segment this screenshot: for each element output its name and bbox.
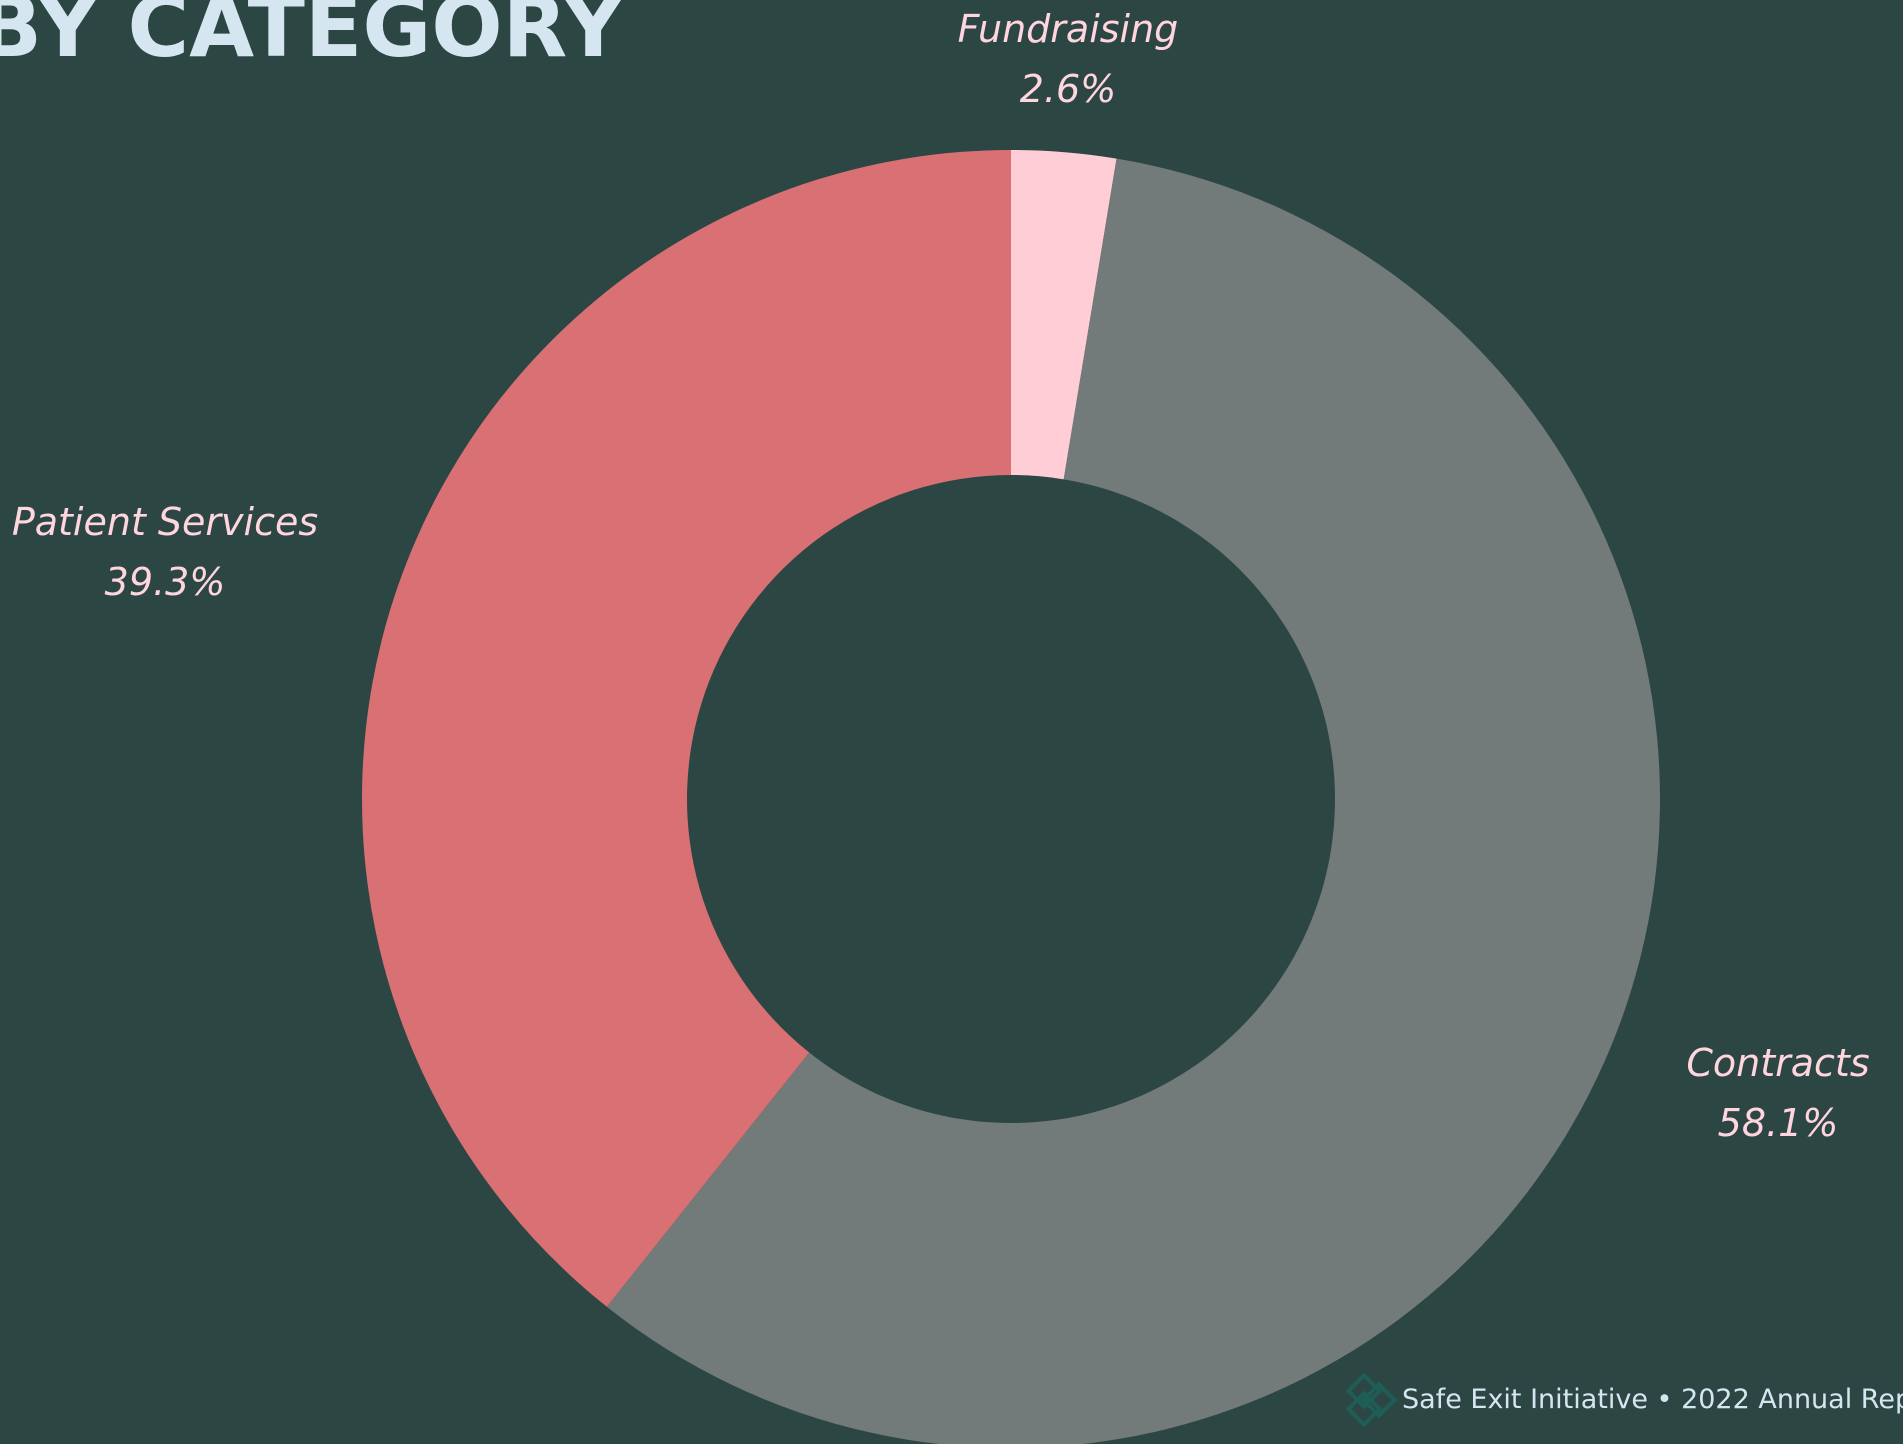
slice-label: Patient Services — [12, 500, 318, 544]
footer: Safe Exit Initiative • 2022 Annual Repor… — [1402, 1384, 1903, 1415]
chart-title: BY CATEGORY — [0, 0, 625, 76]
slice-label: Contracts — [1686, 1041, 1869, 1085]
donut-slice — [1011, 150, 1117, 480]
footer-logo — [1345, 1372, 1398, 1428]
slice-value-label: 58.1% — [1718, 1101, 1839, 1145]
donut-slice — [606, 158, 1660, 1444]
donut — [362, 150, 1660, 1444]
slice-label: Fundraising — [958, 7, 1179, 51]
slice-value-label: 39.3% — [105, 560, 226, 604]
donut-slice — [362, 150, 1011, 1307]
slice-value-label: 2.6% — [1020, 67, 1117, 111]
